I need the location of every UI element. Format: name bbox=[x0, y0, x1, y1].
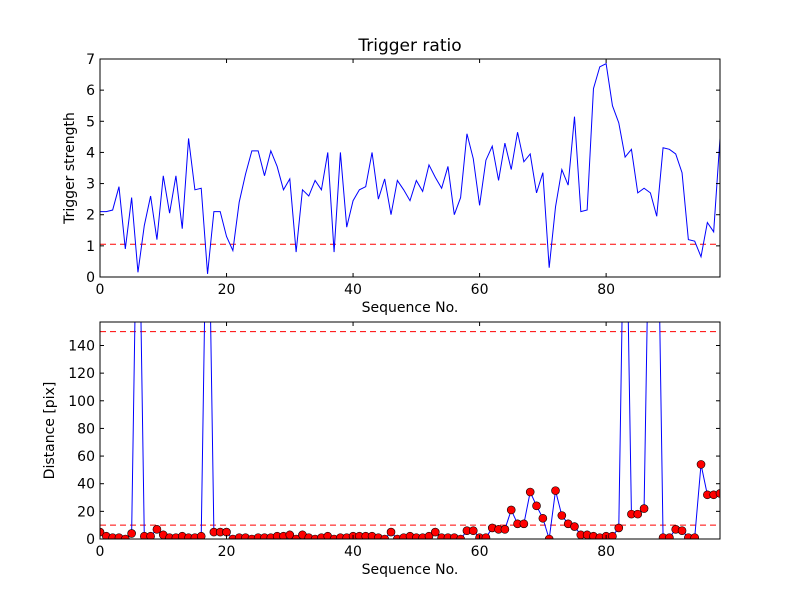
data-point bbox=[424, 531, 434, 539]
data-point bbox=[380, 534, 389, 539]
y-tick-label: 4 bbox=[86, 145, 95, 161]
x-tick-label: 40 bbox=[344, 544, 362, 560]
y-tick-label: 80 bbox=[77, 421, 95, 437]
y-tick-label: 40 bbox=[77, 477, 95, 493]
data-point bbox=[393, 534, 402, 539]
data-point bbox=[715, 489, 720, 498]
data-point bbox=[468, 526, 478, 536]
data-point bbox=[310, 534, 320, 539]
y-tick-label: 120 bbox=[68, 366, 95, 382]
distance-plot: 0 20 40 60 80 0 20 40 60 80 100 120 140 Sequence No. D… bbox=[42, 321, 721, 578]
data-point bbox=[500, 525, 510, 534]
data-point bbox=[481, 533, 491, 539]
x-tick-label: 0 bbox=[96, 544, 105, 560]
y-axis-label: Distance [pix] bbox=[42, 382, 58, 480]
data-point bbox=[608, 531, 617, 539]
x-tick-label: 40 bbox=[344, 282, 362, 298]
y-tick-label: 1 bbox=[86, 239, 95, 255]
x-tick-label: 60 bbox=[471, 544, 489, 560]
data-point bbox=[456, 534, 465, 539]
data-point bbox=[431, 527, 440, 537]
chart-title: Trigger ratio bbox=[357, 36, 461, 56]
plot-data bbox=[100, 62, 720, 274]
series-line bbox=[100, 62, 720, 274]
x-tick-label: 0 bbox=[96, 282, 105, 298]
data-point bbox=[329, 534, 339, 539]
x-tick-label: 20 bbox=[218, 544, 236, 560]
data-point bbox=[633, 509, 643, 519]
data-point bbox=[247, 534, 257, 539]
trigger-ratio-plot: 0 20 40 60 80 0 1 2 3 4 5 6 7 Sequence No. Trigger str… bbox=[62, 36, 721, 316]
y-tick-label: 3 bbox=[86, 177, 95, 193]
y-tick-label: 6 bbox=[86, 83, 95, 99]
data-point bbox=[386, 527, 396, 537]
x-tick-label: 20 bbox=[218, 282, 236, 298]
data-point bbox=[551, 486, 560, 495]
data-point bbox=[121, 534, 130, 539]
data-point bbox=[146, 531, 155, 539]
data-point bbox=[519, 519, 529, 529]
data-point bbox=[228, 534, 238, 539]
x-axis-label: Sequence No. bbox=[362, 300, 459, 316]
y-tick-label: 140 bbox=[68, 338, 95, 354]
data-point bbox=[291, 534, 301, 539]
x-tick-label: 80 bbox=[597, 544, 615, 560]
y-tick-label: 0 bbox=[86, 270, 95, 286]
data-point bbox=[538, 513, 548, 523]
x-tick-label: 80 bbox=[597, 282, 615, 298]
data-point bbox=[665, 533, 674, 539]
data-point bbox=[506, 505, 516, 515]
data-point bbox=[614, 523, 624, 533]
axes-frame bbox=[99, 58, 721, 278]
y-tick-label: 2 bbox=[86, 208, 95, 224]
data-point bbox=[639, 504, 649, 513]
data-point bbox=[677, 526, 687, 536]
y-tick-label: 5 bbox=[86, 114, 95, 130]
data-point bbox=[525, 487, 535, 497]
data-point bbox=[544, 534, 554, 539]
y-tick-label: 0 bbox=[86, 532, 95, 548]
axes-frame bbox=[99, 321, 721, 540]
y-tick-label: 7 bbox=[86, 52, 95, 68]
x-tick-label: 60 bbox=[471, 282, 489, 298]
data-point bbox=[152, 525, 162, 534]
y-tick-label: 100 bbox=[68, 394, 95, 410]
y-tick-label: 60 bbox=[77, 449, 95, 465]
data-point bbox=[222, 527, 231, 537]
x-axis-label: Sequence No. bbox=[362, 562, 459, 578]
data-point bbox=[690, 533, 699, 539]
data-point bbox=[196, 531, 206, 539]
y-axis-label: Trigger strength bbox=[62, 112, 78, 225]
data-point bbox=[127, 529, 136, 538]
data-point bbox=[532, 501, 541, 511]
data-point bbox=[696, 460, 706, 469]
data-point bbox=[570, 522, 579, 531]
y-tick-label: 20 bbox=[77, 504, 95, 520]
data-point bbox=[557, 511, 567, 520]
